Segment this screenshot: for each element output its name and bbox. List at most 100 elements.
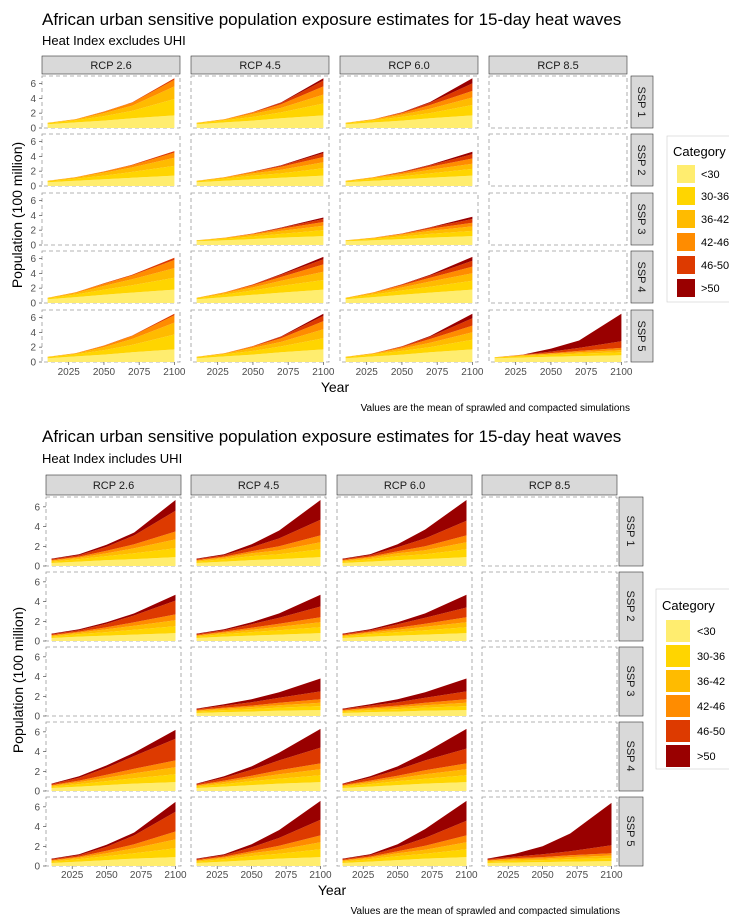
chart-2-panel-rcp45-ssp1 (190, 496, 327, 567)
area-46-50 (196, 819, 321, 861)
x-tick-label: 2050 (95, 870, 118, 881)
chart-2-panel-rcp45-ssp2 (190, 571, 327, 642)
area-lt30 (196, 857, 321, 866)
area-lt30 (196, 557, 321, 566)
chart-2-x-ticks: 2025 2050 2075 2100 2025 2050 2075 2100 2025 2050… (61, 866, 623, 881)
chart-1-x-axis-title: Year (321, 379, 350, 395)
chart-1-strip-ssp3: SSP 3 (635, 204, 647, 235)
chart-2-strip-ssp5: SSP 5 (624, 816, 636, 847)
chart-2-panel-rcp45-ssp4 (190, 721, 327, 792)
chart-1-y-axis-title: Population (100 million) (9, 142, 25, 288)
chart-1-strip-rcp85: RCP 8.5 (537, 60, 578, 72)
x-tick-label: 2025 (61, 870, 84, 881)
x-tick-label: 2100 (163, 367, 186, 378)
x-tick-label: 2050 (391, 367, 414, 378)
area-46-50 (51, 600, 176, 636)
area-30-36 (345, 105, 473, 125)
chart-2-panel-rcp60-ssp3 (336, 646, 473, 717)
chart-2-strip-ssp1: SSP 1 (624, 516, 636, 547)
x-tick-label: 2100 (461, 367, 484, 378)
area-30-36 (342, 849, 467, 863)
y-tick-label: 0 (34, 787, 40, 798)
x-tick-label: 2025 (497, 870, 520, 881)
chart-1-panel-rcp85-ssp4 (488, 250, 628, 304)
chart-2-panel-rcp85-ssp5 (481, 796, 618, 867)
chart-1-legend-label-30-36: 30-36 (701, 191, 729, 203)
area-30-36 (51, 848, 176, 863)
chart-1-x-ticks: 2025 2050 2075 2100 2025 2050 2075 2100 2025 2050… (58, 362, 633, 378)
area-lt30 (342, 710, 467, 716)
area-30-36 (47, 99, 175, 125)
area-46-50 (196, 519, 321, 561)
chart-1-legend-label-gt50: >50 (701, 283, 720, 295)
chart-1-legend-label-46-50: 46-50 (701, 260, 729, 272)
area-lt30 (345, 236, 473, 245)
y-tick-label: 0 (34, 862, 40, 873)
chart-1-col-strips: RCP 2.6 RCP 4.5 RCP 6.0 RCP 8.5 (41, 55, 628, 75)
chart-2-panel-rcp26-ssp1 (45, 496, 182, 567)
y-tick-label: 4 (30, 211, 36, 222)
area-30-36 (196, 338, 324, 359)
area-36-42 (196, 769, 321, 787)
chart-1-panel-rcp45-ssp5 (190, 309, 330, 363)
area-42-46 (342, 617, 467, 636)
y-tick-label: 2 (30, 343, 36, 354)
chart-1-legend-label-lt30: <30 (701, 169, 720, 181)
chart-1-panel-rcp85-ssp1 (488, 75, 628, 129)
area-lt30 (196, 236, 324, 245)
area-30-36 (196, 627, 321, 638)
x-tick-label: 2075 (426, 367, 449, 378)
chart-1-strip-ssp5: SSP 5 (635, 321, 647, 352)
area-lt30 (342, 557, 467, 566)
y-tick-label: 0 (30, 299, 36, 310)
area-30-36 (487, 858, 612, 863)
chart-1-panel-rcp45-ssp3 (190, 192, 330, 246)
chart-1-panel-rcp26-ssp4 (41, 250, 181, 304)
x-tick-label: 2075 (130, 870, 153, 881)
chart-1-legend-swatch-46-50 (677, 256, 695, 274)
chart-2-strip-rcp45: RCP 4.5 (238, 480, 279, 492)
x-tick-label: 2075 (575, 367, 598, 378)
area-gt50 (494, 313, 622, 358)
area-lt30 (345, 349, 473, 362)
x-tick-label: 2050 (540, 367, 563, 378)
x-tick-label: 2050 (240, 870, 263, 881)
area-gt50 (196, 800, 321, 860)
panel-frame (488, 250, 628, 304)
chart-1-panel-rcp60-ssp5 (339, 309, 479, 363)
y-tick-label: 4 (30, 328, 36, 339)
y-tick-label: 2 (34, 542, 40, 553)
chart-2-strip-ssp2: SSP 2 (624, 591, 636, 622)
chart-1-panel-rcp26-ssp3 (41, 192, 181, 246)
chart-2-legend-label-36-42: 36-42 (697, 676, 725, 688)
y-tick-label: 6 (30, 79, 36, 90)
area-30-36 (196, 168, 324, 183)
area-36-42 (196, 702, 321, 712)
area-36-42 (196, 842, 321, 862)
x-tick-label: 2025 (505, 367, 528, 378)
chart-2-row-strips: SSP 1 SSP 2 SSP 3 SSP 4 SSP 5 (618, 496, 644, 867)
chart-1-y-ticks: 0 2 4 6 0 2 4 6 0 2 4 6 0 2 4 6 0 2 4 6 (30, 79, 42, 369)
chart-2-panel-rcp85-ssp2 (481, 571, 618, 642)
x-tick-label: 2075 (566, 870, 589, 881)
area-gt50 (342, 500, 467, 560)
area-30-36 (47, 277, 175, 300)
area-30-36 (196, 849, 321, 863)
y-tick-label: 6 (30, 254, 36, 265)
area-42-46 (196, 617, 321, 636)
x-tick-label: 2100 (312, 367, 335, 378)
chart-1-strip-ssp1: SSP 1 (635, 87, 647, 118)
area-36-42 (342, 702, 467, 712)
y-tick-label: 6 (30, 196, 36, 207)
y-tick-label: 0 (34, 637, 40, 648)
area-46-50 (51, 738, 176, 786)
chart-2-strip-rcp60: RCP 6.0 (384, 480, 425, 492)
area-46-50 (196, 747, 321, 786)
area-30-36 (342, 775, 467, 788)
area-42-46 (196, 763, 321, 786)
chart-2-panel-rcp60-ssp2 (336, 571, 473, 642)
area-lt30 (47, 175, 175, 186)
panel-frame (481, 496, 618, 567)
area-lt30 (51, 857, 176, 866)
y-tick-label: 2 (30, 226, 36, 237)
